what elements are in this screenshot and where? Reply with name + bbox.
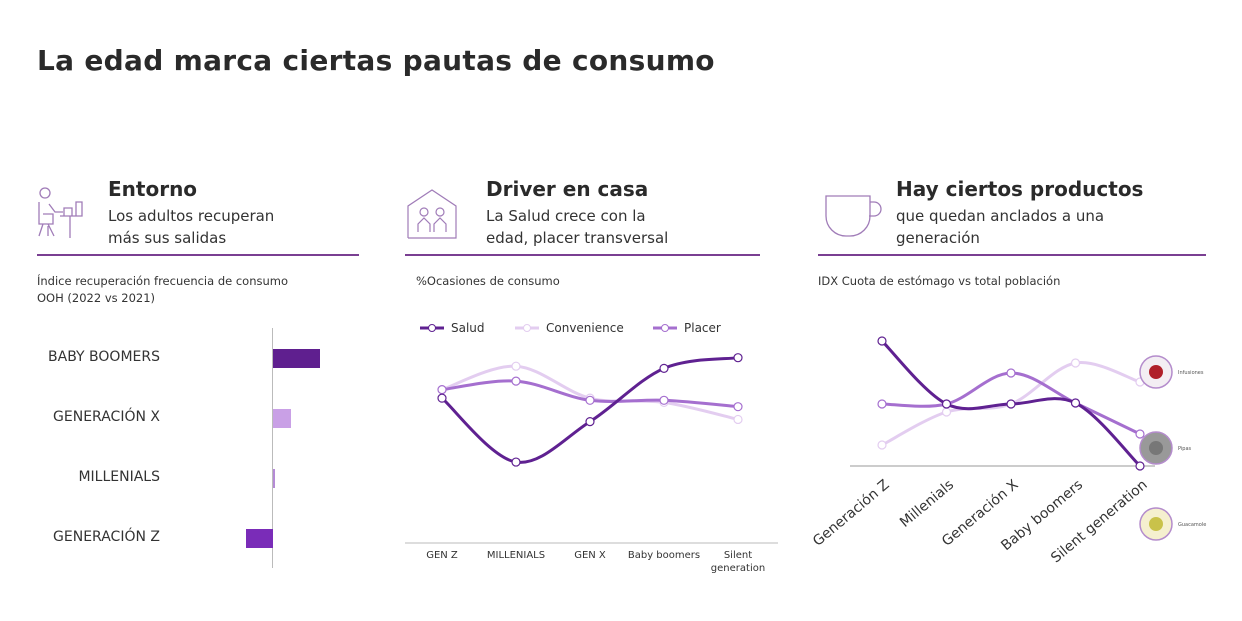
legend-label: Placer	[684, 321, 721, 335]
x-tick-label: Baby boomers	[628, 550, 700, 561]
data-point	[1006, 399, 1016, 409]
pipas-image-icon-center	[1149, 441, 1163, 455]
bar	[246, 529, 273, 548]
chart-note: IDX Cuota de estómago vs total población	[818, 274, 1061, 288]
legend-label: Salud	[451, 321, 485, 335]
chart-note: %Ocasiones de consumo	[416, 274, 560, 288]
data-point	[511, 361, 521, 371]
legend-marker	[661, 324, 669, 332]
cup-icon	[825, 195, 882, 237]
data-point	[733, 414, 743, 425]
bar-category-label: BABY BOOMERS	[48, 349, 160, 365]
bar	[273, 349, 320, 368]
data-point	[733, 353, 743, 363]
data-point	[733, 402, 743, 412]
x-tick-label: generation	[711, 563, 765, 574]
series-line-convenience	[441, 364, 739, 421]
x-tick-label: GEN Z	[426, 550, 458, 561]
line-chart-ocasiones: GEN Z MILLENIALS GEN X Baby boomers Silent ge…	[405, 321, 778, 574]
panel-subtitle: Los adultos recuperan más sus salidas	[108, 207, 275, 247]
data-point	[585, 395, 595, 405]
data-point	[1070, 398, 1081, 408]
panel-subtitle: que quedan anclados a una generación	[896, 207, 1105, 247]
product-label: Guacamole	[1178, 522, 1206, 528]
product-label: Pipas	[1178, 446, 1192, 452]
divider	[37, 254, 359, 256]
data-point	[1135, 429, 1145, 439]
page-title: La edad marca ciertas pautas de consumo	[37, 44, 715, 77]
panel-subtitle: La Salud crece con la edad, placer transv…	[486, 207, 669, 247]
panel-title: Hay ciertos productos	[896, 177, 1144, 201]
series-line-salud	[440, 356, 739, 464]
x-tick-label: MILLENIALS	[487, 550, 545, 561]
data-point	[585, 416, 595, 427]
data-point	[1135, 461, 1145, 471]
guacamole-image-icon-center	[1149, 517, 1163, 531]
data-point	[941, 407, 952, 417]
infusiones-image-icon-center	[1149, 365, 1163, 379]
data-point	[877, 399, 887, 409]
bar-axis	[272, 328, 273, 568]
data-point	[437, 393, 447, 403]
person-at-desk-icon	[38, 187, 83, 238]
data-point	[941, 399, 952, 409]
panel-title: Entorno	[108, 177, 198, 201]
legend-label: Convenience	[546, 321, 624, 335]
house-family-icon	[407, 189, 457, 239]
legend-marker	[428, 324, 436, 332]
data-point	[877, 336, 887, 346]
data-point	[659, 395, 669, 405]
data-point	[1006, 368, 1016, 378]
bar-category-label: MILLENIALS	[78, 469, 160, 485]
bar-category-label: GENERACIÓN Z	[53, 529, 160, 545]
data-point	[659, 363, 669, 373]
x-tick-label: Generación Z	[810, 477, 893, 550]
product-label: Infusiones	[1178, 370, 1204, 376]
x-tick-label: Silent	[724, 550, 752, 561]
data-point	[511, 376, 521, 386]
data-point	[1070, 358, 1081, 368]
bar-category-label: GENERACIÓN X	[53, 409, 160, 425]
data-point	[877, 440, 887, 450]
data-point	[437, 385, 447, 395]
divider	[818, 254, 1206, 256]
bar	[273, 469, 275, 488]
bar	[273, 409, 291, 428]
divider	[405, 254, 760, 256]
panel-title: Driver en casa	[486, 177, 649, 201]
chart-note: Índice recuperación frecuencia de consum…	[37, 274, 289, 305]
x-tick-label: GEN X	[574, 550, 606, 561]
x-tick-label: Millenials	[897, 477, 957, 531]
data-point	[511, 457, 521, 467]
legend-marker	[523, 324, 531, 332]
